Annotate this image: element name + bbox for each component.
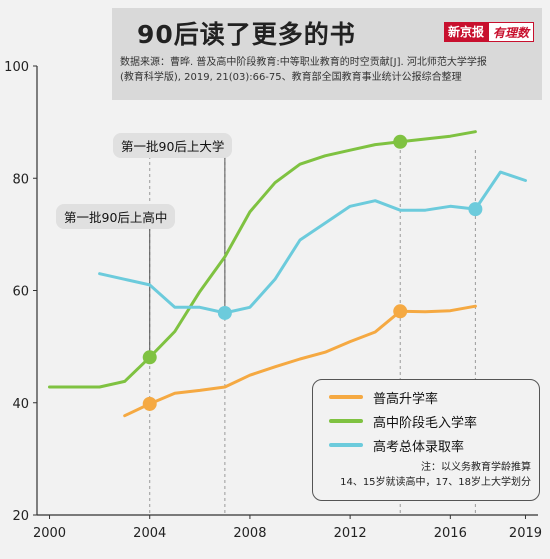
series-line-2 xyxy=(50,132,476,387)
legend-swatch-1 xyxy=(329,395,363,399)
callout-first-university: 第一批90后上大学 xyxy=(113,133,232,158)
header-panel: 90后读了更多的书 新京报 有理数 数据来源：曹晔. 普及高中阶段教育:中等职业… xyxy=(112,8,542,100)
y-tick-label: 80 xyxy=(12,172,29,187)
series-marker-3 xyxy=(218,306,232,320)
legend-item-2: 高中阶段毛入学率 xyxy=(329,411,477,431)
x-tick-label: 2000 xyxy=(33,526,66,541)
y-tick-label: 40 xyxy=(12,397,29,412)
x-tick-label: 2004 xyxy=(133,526,166,541)
legend-note: 注：以义务教育学龄推算 14、15岁就读高中，17、18岁上大学划分 xyxy=(313,460,531,490)
legend-label-2: 高中阶段毛入学率 xyxy=(373,412,477,431)
legend-label-1: 普高升学率 xyxy=(373,388,438,407)
y-tick-label: 20 xyxy=(12,509,29,524)
x-tick-label: 2008 xyxy=(233,526,266,541)
brand-logo: 新京报 有理数 xyxy=(444,22,534,42)
legend-item-1: 普高升学率 xyxy=(329,387,438,407)
legend-swatch-2 xyxy=(329,419,363,423)
x-tick-label: 2012 xyxy=(334,526,367,541)
note-line-2: 14、15岁就读高中，17、18岁上大学划分 xyxy=(313,475,531,490)
logo-part1: 新京报 xyxy=(444,22,488,42)
y-tick-label: 60 xyxy=(12,285,29,300)
legend: 普高升学率 高中阶段毛入学率 高考总体录取率 注：以义务教育学龄推算 14、15… xyxy=(312,379,540,501)
data-source: 数据来源：曹晔. 普及高中阶段教育:中等职业教育的时空贡献[J]. 河北师范大学… xyxy=(120,55,540,85)
logo-part2: 有理数 xyxy=(488,22,534,42)
note-line-1: 注：以义务教育学龄推算 xyxy=(313,460,531,475)
x-tick-label: 2016 xyxy=(434,526,467,541)
y-tick-label: 100 xyxy=(4,60,29,75)
series-marker-2 xyxy=(393,135,407,149)
series-line-3 xyxy=(100,172,526,313)
page-title: 90后读了更多的书 xyxy=(137,15,356,51)
series-marker-1 xyxy=(393,304,407,318)
series-marker-2 xyxy=(143,350,157,364)
legend-label-3: 高考总体录取率 xyxy=(373,436,464,455)
legend-item-3: 高考总体录取率 xyxy=(329,435,464,455)
callout-first-highschool: 第一批90后上高中 xyxy=(56,204,175,229)
legend-swatch-3 xyxy=(329,443,363,447)
x-tick-label: 2019 xyxy=(509,526,542,541)
source-line-2: (教育科学版), 2019, 21(03):66-75、教育部全国教育事业统计公… xyxy=(120,70,540,85)
series-marker-3 xyxy=(468,202,482,216)
source-line-1: 数据来源：曹晔. 普及高中阶段教育:中等职业教育的时空贡献[J]. 河北师范大学… xyxy=(120,55,540,70)
series-marker-1 xyxy=(143,397,157,411)
